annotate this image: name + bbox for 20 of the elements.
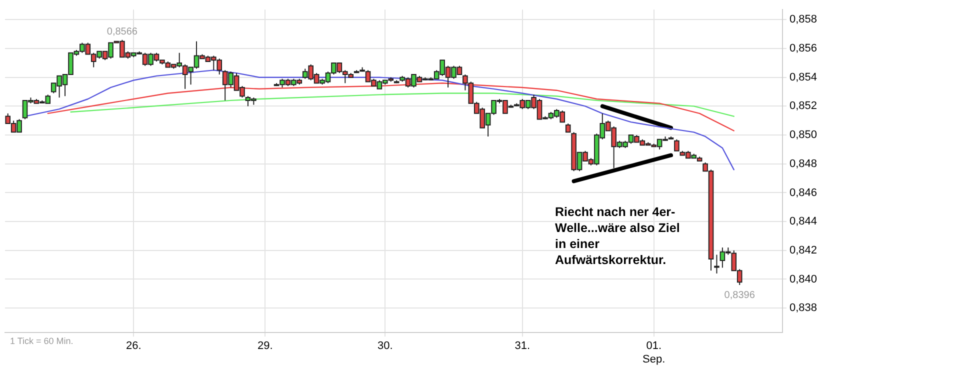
y-tick-label: 0,842 (789, 244, 818, 256)
x-tick-label: 30. (378, 340, 393, 352)
y-tick-label: 0,846 (789, 186, 818, 199)
annotation: 0,8396 (724, 290, 756, 301)
y-tick-label: 0,848 (789, 158, 818, 170)
x-tick-label: 31. (514, 340, 530, 352)
x-tick-label: 29. (257, 340, 273, 352)
annotation: 0,8566 (106, 26, 138, 38)
y-tick-label: 0,852 (789, 100, 818, 112)
x-tick-label: 01. Sep. (642, 340, 666, 366)
y-tick-label: 0,850 (789, 129, 818, 142)
y-tick-label: 0,840 (789, 273, 818, 286)
y-tick-label: 0,854 (789, 71, 818, 84)
text: 1 Tick = 60 Min. (10, 336, 74, 346)
x-tick-label: 26. (126, 340, 142, 352)
y-tick-label: 0,858 (789, 14, 818, 26)
y-tick-label: 0,856 (789, 42, 818, 55)
annotation: Riecht nach ner 4er-Welle...wäre also Ziel in einer Aufwärtskorrektur. (555, 205, 680, 267)
y-tick-label: 0,844 (789, 216, 818, 228)
y-tick-label: 0,838 (789, 302, 818, 314)
